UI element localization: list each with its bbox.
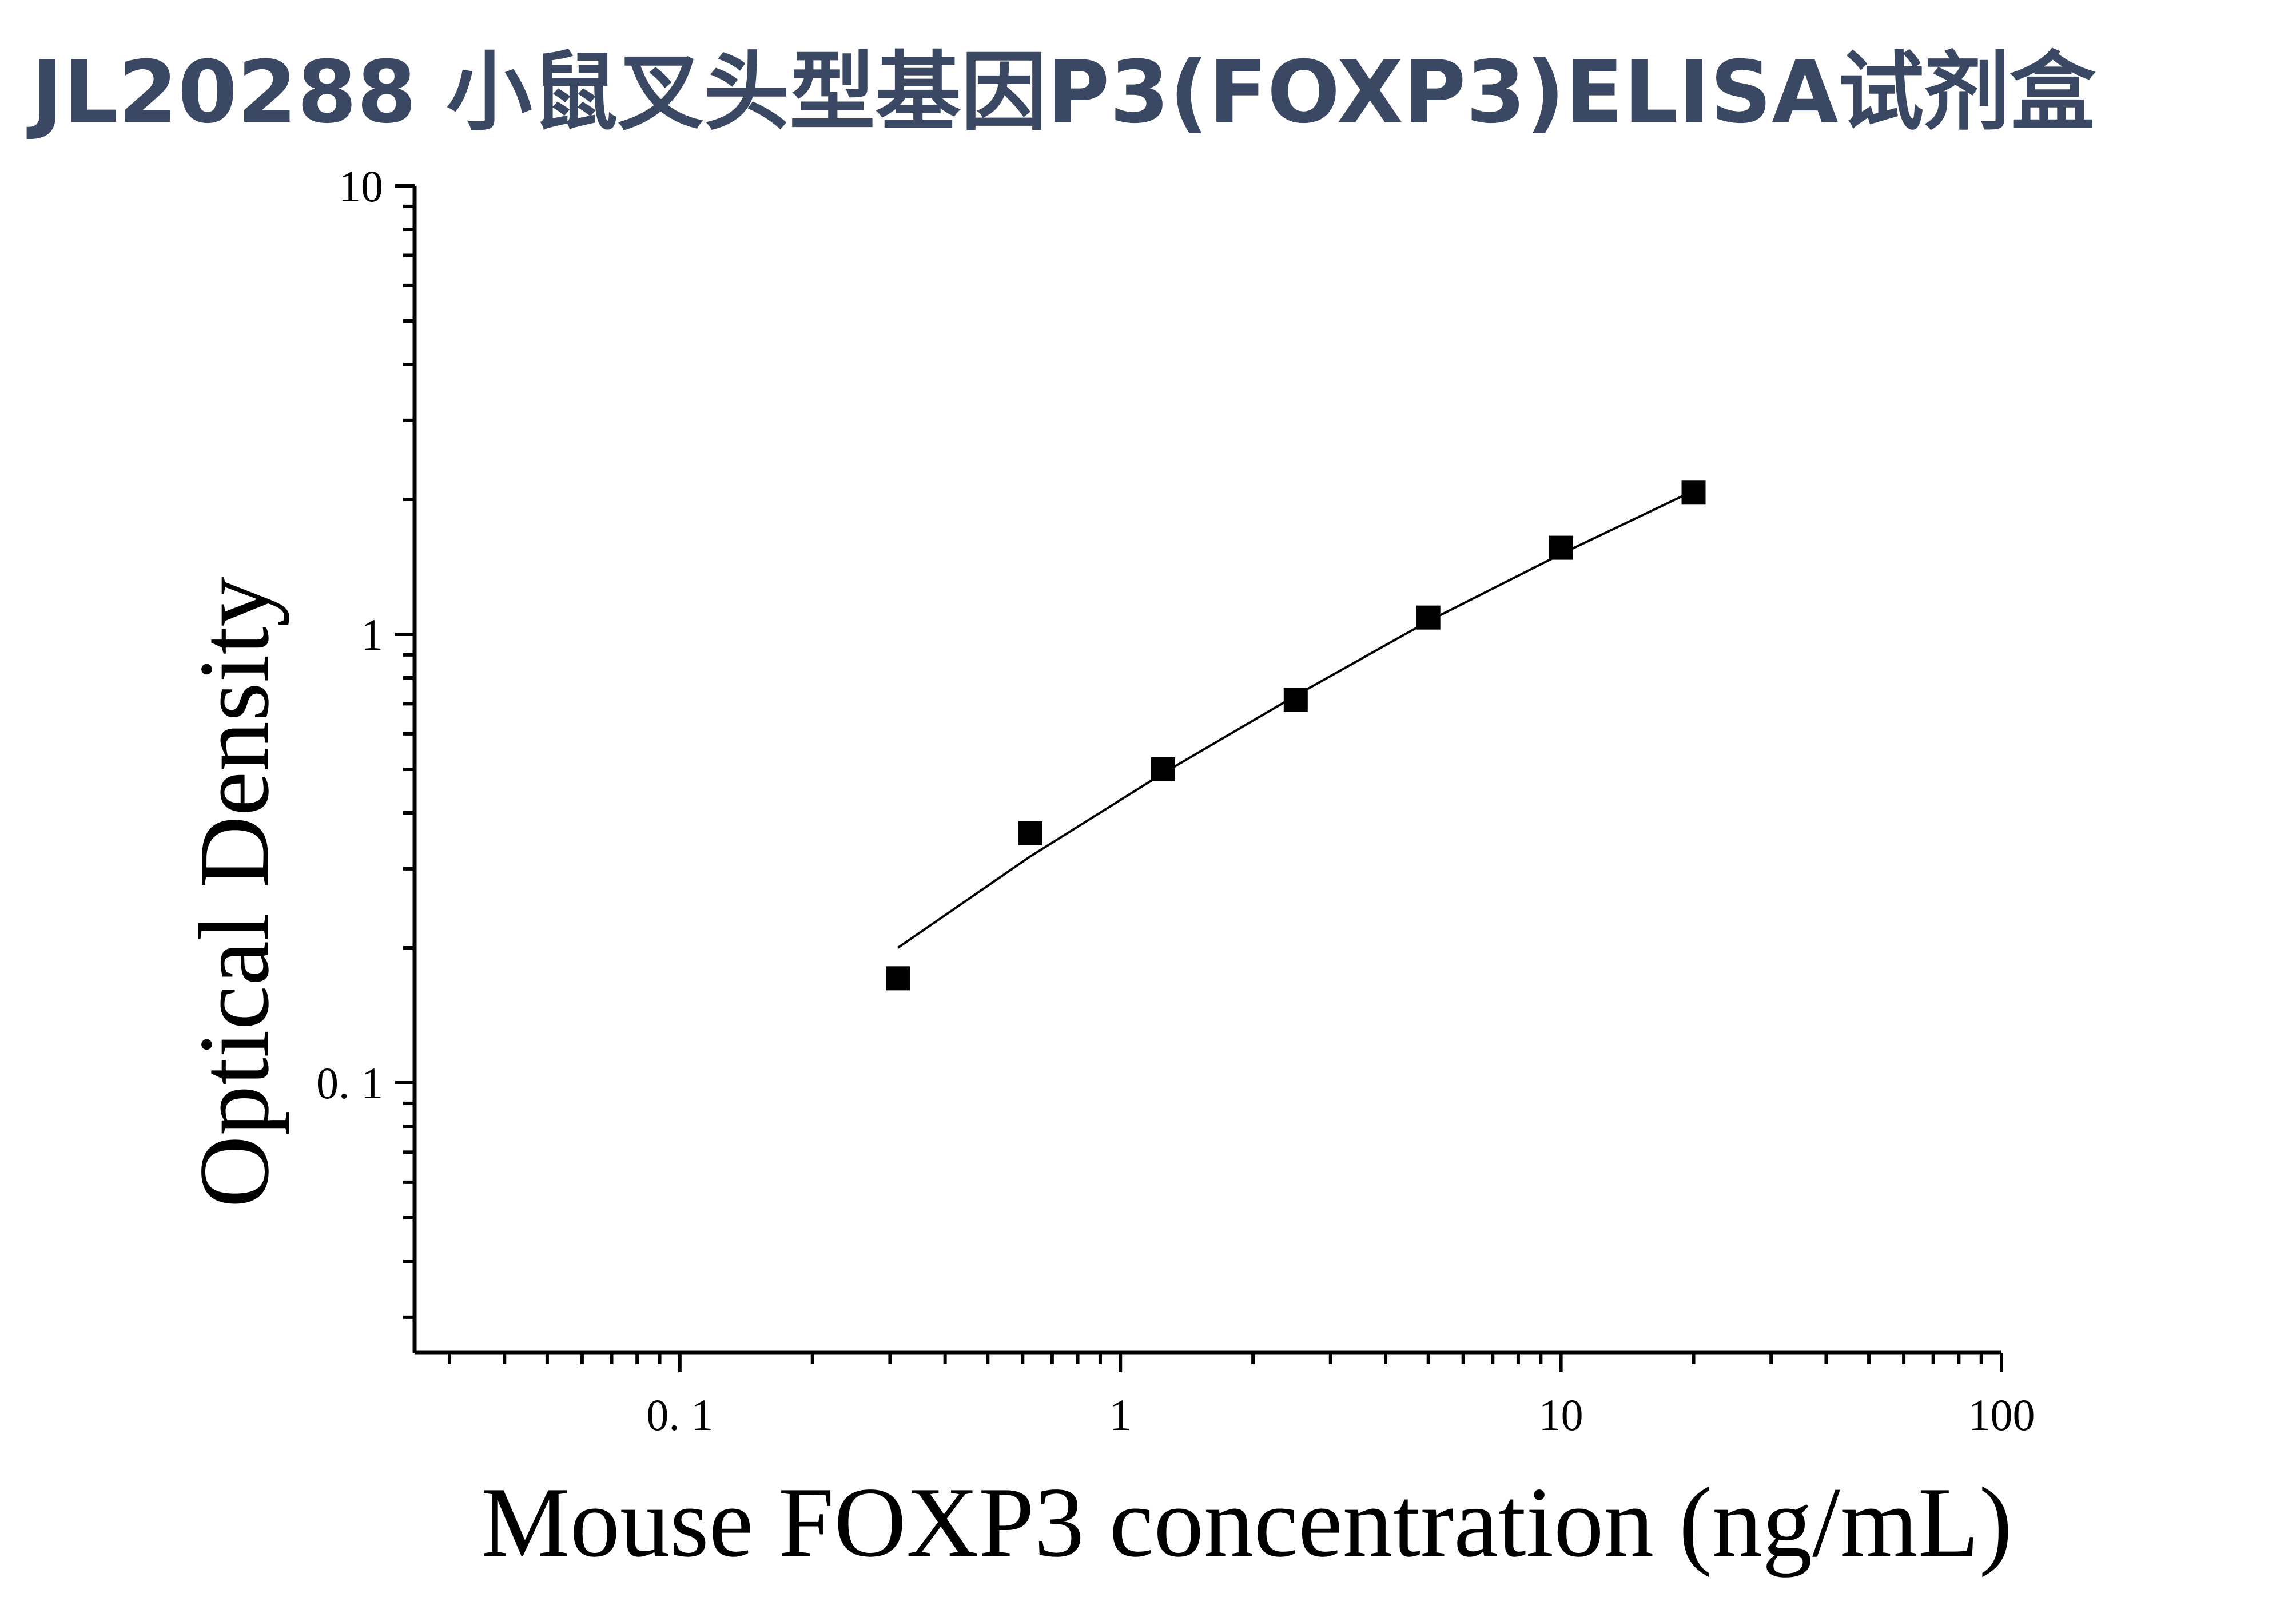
data-point [1681,480,1706,505]
x-tick-label: 100 [1968,1390,2035,1440]
x-tick-label: 10 [1539,1390,1583,1440]
x-tick-label: 0. 1 [646,1390,713,1440]
y-axis-title: Optical Density [178,577,289,1207]
data-point [1151,757,1175,781]
data-point [1283,688,1308,712]
y-tick-label: 0. 1 [316,1058,383,1108]
fit-curve-line [897,490,1694,949]
data-points [886,480,1706,991]
data-point [886,966,910,991]
y-tick-label: 1 [361,610,383,660]
y-tick-label: 10 [339,161,383,211]
page-title: JL20288 小鼠叉头型基因P3(FOXP3)ELISA试剂盒 [31,43,2096,142]
tick-labels: 0. 1 1 10 100 0. 1 1 10 [316,161,2035,1440]
data-point [1018,821,1042,845]
data-point [1549,535,1573,560]
axis-ticks [395,184,2003,1372]
x-axis-title: Mouse FOXP3 concentration (ng/mL) [481,1467,2012,1578]
data-point [1416,605,1441,630]
x-tick-label: 1 [1109,1390,1132,1440]
fit-curve-group [897,490,1694,949]
axes [412,186,2001,1355]
